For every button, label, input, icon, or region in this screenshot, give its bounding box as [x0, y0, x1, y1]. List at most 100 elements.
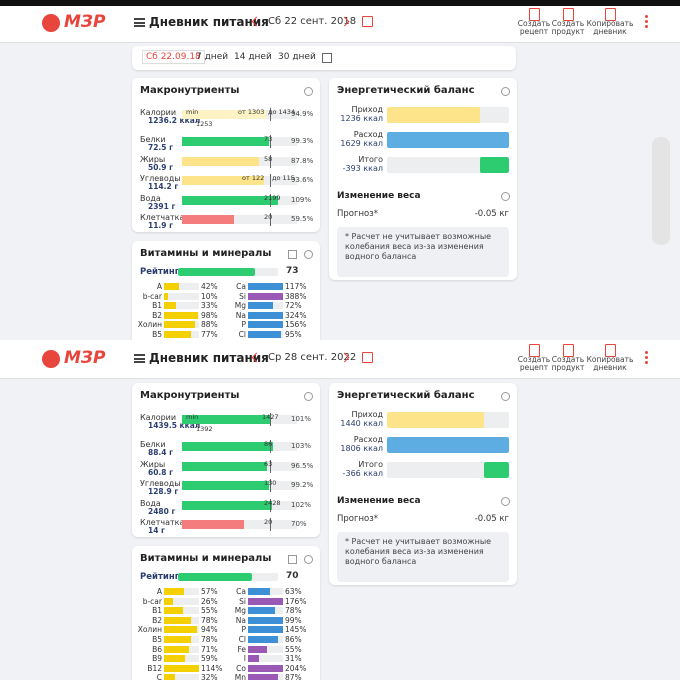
menu-line: [134, 21, 145, 24]
nutrient-pct: 96.5%: [291, 461, 314, 470]
macros-card: Макронутриенты Калории 1236.2 ккал min от 13…: [132, 78, 320, 232]
micro-pct: 95%: [285, 330, 302, 339]
micro-name: Ca: [236, 587, 246, 596]
action-button[interactable]: Создать продукт: [551, 355, 585, 372]
action-button[interactable]: Копировать дневник: [586, 355, 634, 372]
micro-bar: [248, 616, 283, 624]
micro-bar: [248, 626, 283, 634]
energy-track: [387, 132, 509, 148]
nutrient-amount: 114.2 г: [148, 182, 179, 191]
logo-icon: [42, 14, 60, 32]
forecast-label: Прогноз*: [337, 514, 378, 524]
nutrient-amount: 128.9 г: [148, 487, 179, 496]
micro-pct: 87%: [285, 673, 302, 680]
menu-button[interactable]: [134, 18, 145, 27]
action-icon[interactable]: [529, 344, 540, 357]
action-icon[interactable]: [563, 8, 574, 21]
card-title: Макронутриенты: [140, 390, 240, 401]
action-button[interactable]: Создать рецепт: [517, 19, 551, 36]
micro-bar: [164, 645, 189, 653]
energy-name: Приход: [351, 105, 383, 114]
card-title: Макронутриенты: [140, 85, 240, 96]
rating-label: Рейтинг: [140, 267, 180, 277]
nutrient-bar: [182, 442, 273, 451]
nutrient-pct: 102%: [291, 500, 312, 509]
micro-bar: [248, 674, 279, 680]
side-widget[interactable]: [652, 137, 670, 245]
energy-track: [387, 412, 509, 428]
micro-bar: [248, 283, 283, 290]
micro-bar: [164, 626, 197, 634]
calendar-icon[interactable]: [362, 352, 373, 363]
rating-track: [178, 268, 278, 276]
date[interactable]: Сб 22 сент. 2018: [268, 16, 357, 27]
action-icon[interactable]: [605, 344, 616, 357]
norm-tick: [270, 108, 271, 121]
micro-pct: 32%: [201, 673, 218, 680]
micro-name: P: [241, 320, 246, 330]
bar-label: от 122: [242, 174, 265, 182]
action-icon[interactable]: [563, 344, 574, 357]
micro-name: Mg: [234, 606, 246, 616]
grid-icon[interactable]: [288, 250, 297, 259]
more-dot: [645, 25, 648, 28]
menu-button[interactable]: [134, 354, 145, 363]
action-button[interactable]: Создать рецепт: [517, 355, 551, 372]
micro-pct: 55%: [201, 606, 218, 616]
micro-name: Ca: [236, 282, 246, 291]
micro-track: [164, 674, 199, 680]
nutrient-amount: 88.4 г: [148, 448, 174, 457]
micro-pct: 59%: [201, 654, 218, 664]
micro-bar: [248, 664, 283, 672]
energy-value: -366 ккал: [342, 469, 383, 478]
period-tab[interactable]: 14 дней: [234, 52, 272, 62]
micro-name: Холин: [137, 320, 162, 330]
micro-name: B9: [152, 654, 162, 664]
energy-track: [387, 462, 509, 478]
nutrient-amount: 60.8 г: [148, 467, 174, 477]
bar-track: [182, 461, 297, 471]
norm-tick: [270, 498, 271, 512]
norm-tick: [270, 174, 271, 187]
bar-track: [182, 415, 297, 424]
nutrient-bar: [182, 110, 266, 119]
period-tab[interactable]: 7 дней: [196, 52, 229, 62]
energy-bar: [387, 107, 480, 123]
action-icon[interactable]: [529, 8, 540, 21]
nutrient-pct: 103%: [291, 442, 312, 450]
micro-bar: [164, 655, 185, 663]
norm-tick: [270, 193, 271, 207]
bar-label: 20: [264, 213, 273, 221]
section-title: Изменение веса: [337, 191, 421, 201]
nutrient-name: Белки: [140, 440, 166, 449]
bar-label: 20: [264, 518, 273, 526]
micro-bar: [164, 302, 176, 310]
vitamins-card: Витамины и минералы Рейтинг 73 A 42% b-car 10%…: [132, 241, 320, 340]
calendar-icon[interactable]: [322, 53, 332, 63]
micro-pct: 324%: [285, 310, 307, 320]
action-button[interactable]: Создать продукт: [551, 19, 585, 36]
action-button[interactable]: Копировать дневник: [586, 19, 634, 36]
grid-icon[interactable]: [288, 555, 297, 564]
nutrient-pct: 109%: [291, 195, 312, 204]
micro-track: [248, 645, 283, 653]
action-icon[interactable]: [605, 8, 616, 21]
micro-pct: 145%: [285, 625, 307, 635]
micro-track: [164, 664, 199, 672]
help-icon: [304, 392, 313, 401]
date[interactable]: Ср 28 сент. 2022: [268, 352, 357, 363]
bar-track: [182, 195, 297, 205]
period-tab[interactable]: Сб 22.09.18: [142, 50, 205, 64]
micro-bar: [164, 664, 199, 672]
micro-bar: [248, 597, 283, 605]
bar-note: 1253: [196, 120, 213, 128]
energy-track: [387, 437, 509, 453]
calendar-icon[interactable]: [362, 16, 373, 27]
micro-track: [164, 321, 199, 329]
micro-pct: 26%: [201, 596, 218, 606]
period-tab[interactable]: 30 дней: [278, 52, 316, 62]
micro-pct: 55%: [285, 644, 302, 654]
more-dot: [645, 20, 648, 23]
micro-track: [248, 588, 283, 595]
micro-name: A: [156, 587, 162, 596]
